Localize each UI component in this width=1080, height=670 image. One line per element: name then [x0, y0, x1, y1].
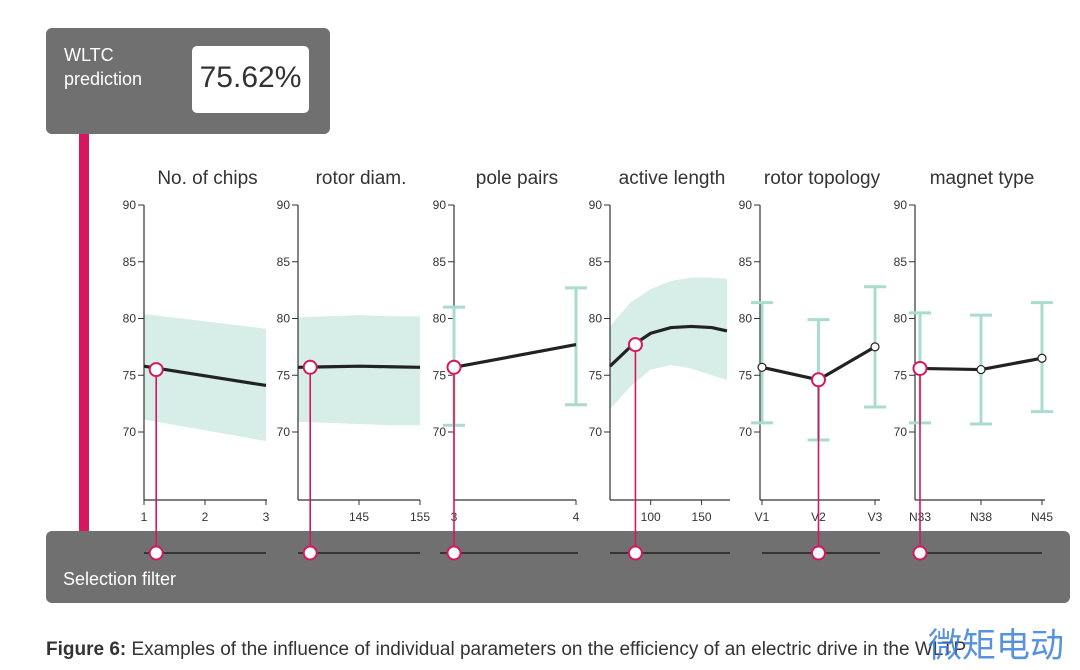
y-tick-label: 75	[894, 368, 908, 382]
selected-point	[627, 337, 643, 353]
selected-point	[446, 359, 462, 375]
x-tick-label: N38	[970, 510, 992, 524]
y-tick-label: 70	[739, 425, 753, 439]
selection-filter-label: Selection filter	[63, 569, 177, 589]
series-line	[143, 364, 267, 388]
y-tick-label: 75	[433, 368, 447, 382]
chart-title: pole pairs	[476, 168, 558, 189]
y-tick-label: 90	[277, 198, 291, 212]
y-tick-label: 80	[894, 312, 908, 326]
wltc-prediction-panel: WLTC prediction 75.62%	[46, 28, 330, 134]
filter-handle[interactable]	[627, 545, 643, 561]
chart-title: active length	[619, 168, 726, 189]
data-point	[1037, 353, 1047, 363]
y-tick-label: 75	[589, 368, 603, 382]
x-tick-label: V1	[755, 510, 770, 524]
x-tick-label: 150	[692, 510, 712, 524]
filter-handle[interactable]	[148, 545, 164, 561]
x-tick-label: 155	[410, 510, 430, 524]
chart-title: magnet type	[930, 168, 1035, 189]
data-point	[870, 342, 880, 352]
y-tick-label: 85	[433, 255, 447, 269]
selected-point	[811, 372, 826, 388]
x-tick-label: 3	[263, 510, 270, 524]
selected-point	[148, 362, 164, 378]
data-point	[757, 362, 767, 372]
y-tick-label: 80	[123, 312, 137, 326]
confidence-band	[610, 277, 727, 410]
y-tick-label: 70	[277, 425, 291, 439]
chart-panel-2: rotor diam. 70 75 80 85 90 145 155	[277, 168, 430, 561]
watermark-text: 微矩电动	[928, 626, 1064, 666]
x-tick-label: 1	[141, 510, 148, 524]
y-tick-label: 70	[894, 425, 908, 439]
y-tick-label: 85	[123, 255, 137, 269]
y-tick-label: 85	[277, 255, 291, 269]
y-tick-label: 75	[739, 368, 753, 382]
series-line	[453, 343, 577, 369]
prediction-label: WLTC prediction	[64, 45, 143, 89]
y-tick-label: 85	[739, 255, 753, 269]
y-tick-label: 90	[433, 198, 447, 212]
x-tick-label: 145	[349, 510, 369, 524]
confidence-band	[298, 315, 420, 426]
x-tick-label: 100	[641, 510, 661, 524]
y-tick-label: 90	[589, 198, 603, 212]
x-tick-label: 2	[202, 510, 209, 524]
x-tick-label: N45	[1031, 510, 1053, 524]
x-tick-label: V3	[868, 510, 883, 524]
y-tick-label: 80	[739, 312, 753, 326]
filter-handle[interactable]	[446, 545, 462, 561]
data-point	[976, 364, 986, 375]
y-tick-label: 70	[589, 425, 603, 439]
prediction-value-box: 75.62%	[192, 46, 309, 113]
y-tick-label: 75	[123, 368, 137, 382]
y-tick-label: 85	[894, 255, 908, 269]
y-tick-label: 70	[433, 425, 447, 439]
caption-label: Figure 6:	[46, 639, 127, 660]
series-line	[297, 364, 421, 369]
filter-handle[interactable]	[912, 545, 928, 561]
chart-panel-4: active length 70 75 80 85 90 100 150	[589, 168, 730, 561]
caption-text: Examples of the influence of individual …	[126, 639, 967, 660]
chart-panel-3: pole pairs707580859034	[433, 168, 587, 561]
y-tick-label: 75	[277, 368, 291, 382]
chart-panel-1: No. of chips 70 75 80 85 90 1 2 3	[123, 168, 270, 561]
y-tick-label: 80	[433, 312, 447, 326]
chart-title: rotor diam.	[316, 168, 407, 189]
chart-title: rotor topology	[764, 168, 881, 189]
y-tick-label: 85	[589, 255, 603, 269]
prediction-value: 75.62%	[199, 61, 302, 94]
figure-caption: Figure 6: Examples of the influence of i…	[46, 639, 966, 661]
filter-handle[interactable]	[302, 545, 318, 561]
x-tick-label: 4	[573, 510, 580, 524]
y-tick-label: 70	[123, 425, 137, 439]
filter-handle[interactable]	[811, 545, 826, 561]
y-tick-label: 90	[739, 198, 753, 212]
selected-point	[912, 360, 928, 376]
y-tick-label: 90	[894, 198, 908, 212]
prediction-connector-bar	[79, 134, 89, 532]
confidence-band	[144, 313, 266, 442]
selection-filter-panel: Selection filter	[46, 531, 1070, 603]
chart-title: No. of chips	[157, 168, 257, 189]
y-tick-label: 80	[589, 312, 603, 326]
selected-point	[302, 359, 318, 375]
y-tick-label: 90	[123, 198, 137, 212]
y-tick-label: 80	[277, 312, 291, 326]
